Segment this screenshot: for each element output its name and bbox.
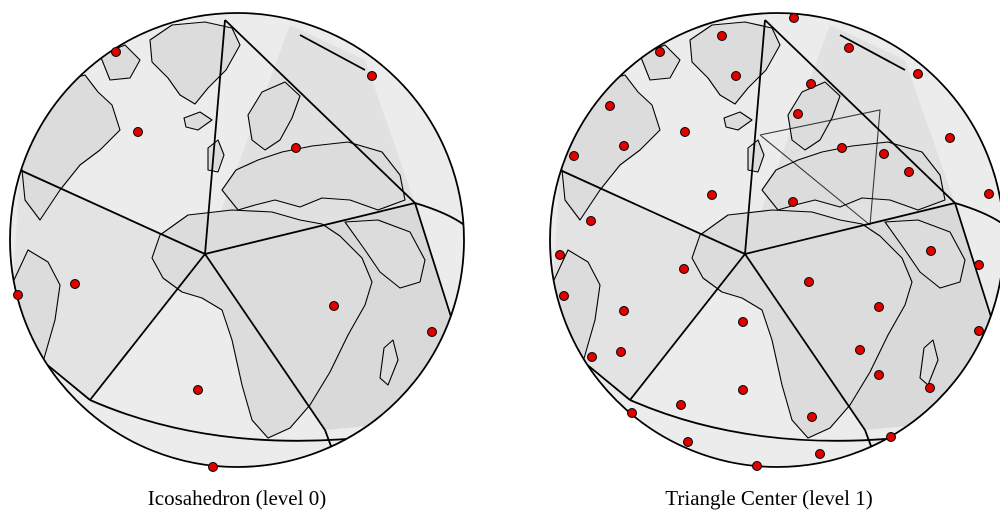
south-america	[10, 249, 61, 406]
sample-point	[616, 347, 626, 357]
sample-point	[815, 449, 825, 459]
arabia	[884, 219, 966, 289]
sample-point	[13, 290, 23, 300]
sample-point	[879, 149, 889, 159]
south-america	[550, 249, 601, 406]
sample-point	[569, 151, 579, 161]
globe-outline	[9, 12, 465, 468]
caption-right: Triangle Center (level 1)	[665, 486, 873, 510]
sample-point	[707, 190, 717, 200]
face-shade	[550, 170, 745, 400]
sample-point	[874, 302, 884, 312]
sample-point	[605, 101, 615, 111]
scandinavia	[247, 81, 301, 151]
sample-point	[193, 385, 203, 395]
icosahedron-edges	[550, 19, 1000, 467]
sample-point	[587, 352, 597, 362]
sample-point	[111, 47, 121, 57]
sample-point	[329, 301, 339, 311]
caption-left: Icosahedron (level 0)	[147, 486, 327, 510]
madagascar	[919, 339, 939, 386]
face-shade	[10, 170, 205, 400]
sample-point	[855, 345, 865, 355]
sample-point	[984, 189, 994, 199]
sample-point	[683, 437, 693, 447]
sample-point	[619, 306, 629, 316]
sample-point	[886, 432, 896, 442]
iceland	[723, 111, 753, 131]
sample-point	[806, 79, 816, 89]
sample-point	[913, 69, 923, 79]
sample-point	[680, 127, 690, 137]
sample-point	[208, 462, 218, 472]
sample-point	[133, 127, 143, 137]
sample-point	[974, 326, 984, 336]
sample-point	[807, 412, 817, 422]
sample-point	[427, 327, 437, 337]
sample-point	[925, 383, 935, 393]
globe-outline	[549, 12, 1000, 468]
sample-point	[679, 264, 689, 274]
globe-right	[549, 12, 1000, 471]
sample-point	[788, 197, 798, 207]
sample-point	[559, 291, 569, 301]
sample-point	[904, 167, 914, 177]
africa	[691, 209, 913, 439]
sample-point	[676, 400, 686, 410]
sample-point	[70, 279, 80, 289]
sample-point	[731, 71, 741, 81]
sample-point	[586, 216, 596, 226]
sample-point	[844, 43, 854, 53]
sample-point	[738, 385, 748, 395]
sample-point	[291, 143, 301, 153]
sample-point	[945, 133, 955, 143]
arctic-islands	[99, 44, 141, 81]
sample-point	[717, 31, 727, 41]
subdivision-edges	[759, 109, 881, 226]
iceland	[183, 111, 213, 131]
sample-point	[367, 71, 377, 81]
sample-point	[874, 370, 884, 380]
africa	[151, 209, 373, 439]
sample-point	[655, 47, 665, 57]
sample-point	[627, 408, 637, 418]
sample-point	[619, 141, 629, 151]
icosahedron-edges	[10, 19, 464, 467]
greenland	[689, 21, 781, 105]
sample-point	[793, 109, 803, 119]
europe	[761, 141, 946, 211]
sample-point	[926, 246, 936, 256]
madagascar	[379, 339, 399, 386]
europe	[221, 141, 406, 211]
sample-point	[804, 277, 814, 287]
globe-left	[9, 12, 465, 472]
greenland	[149, 21, 241, 105]
arabia	[344, 219, 426, 289]
sample-point	[555, 250, 565, 260]
sample-point	[837, 143, 847, 153]
sample-point	[738, 317, 748, 327]
sample-point	[974, 260, 984, 270]
arctic-islands	[639, 44, 681, 81]
sample-point	[789, 13, 799, 23]
sample-point	[752, 461, 762, 471]
